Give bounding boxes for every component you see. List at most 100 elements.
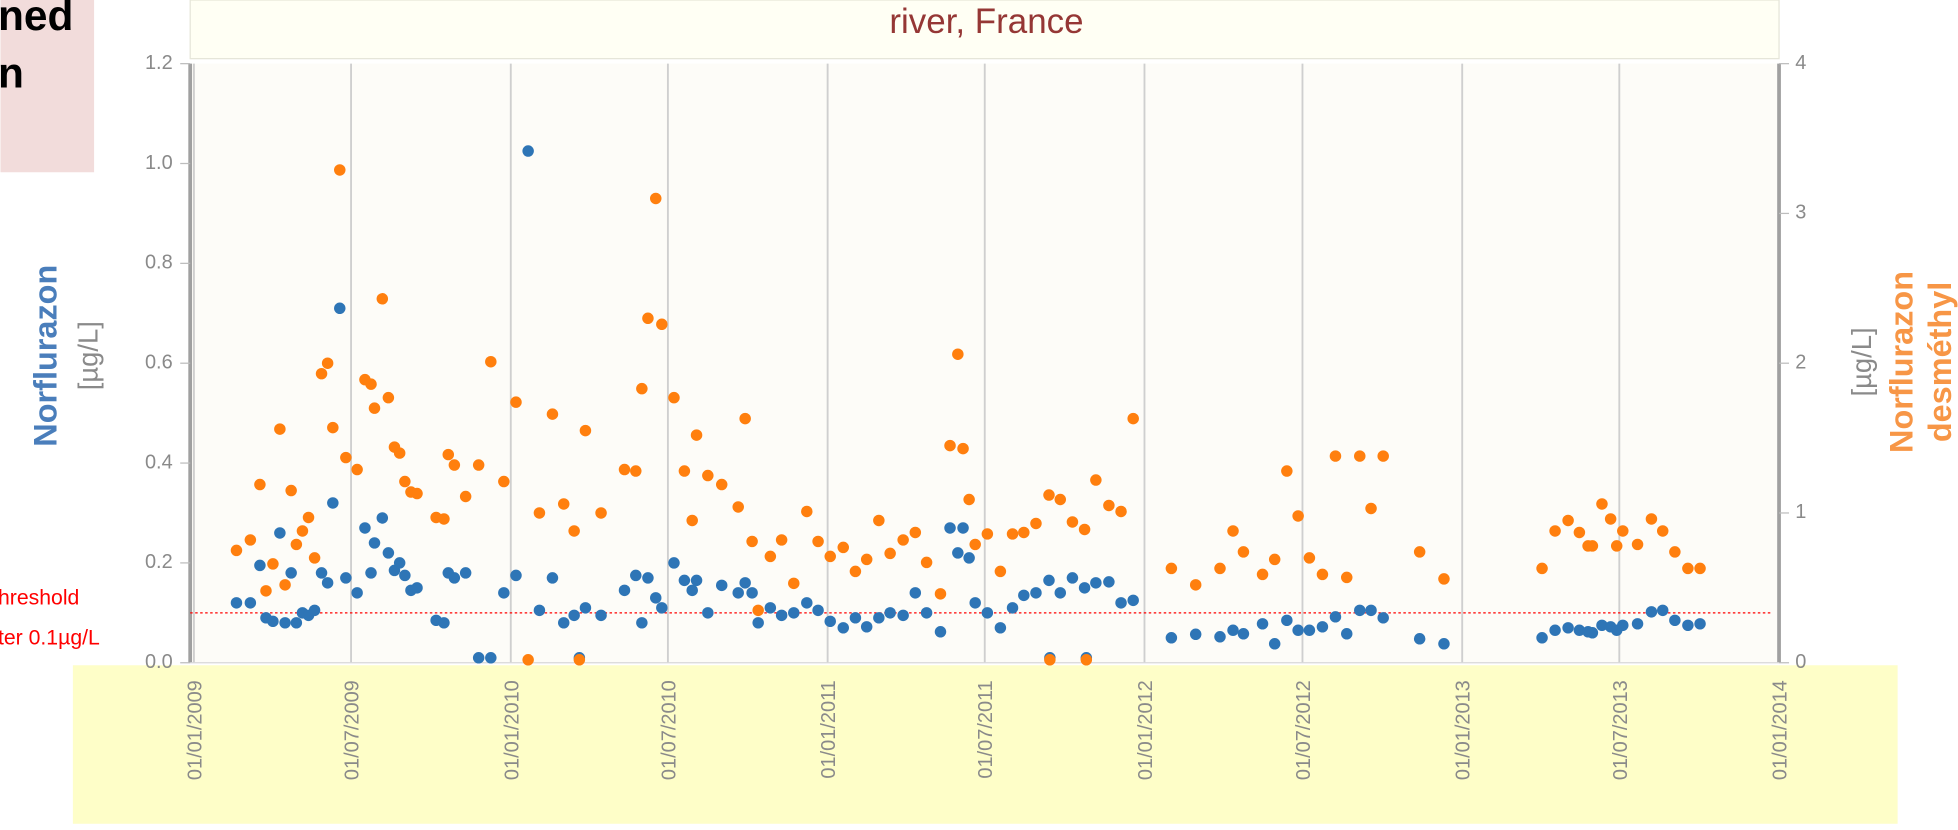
data-point bbox=[595, 507, 607, 519]
data-point bbox=[327, 497, 339, 509]
data-point bbox=[715, 478, 728, 491]
data-point bbox=[1682, 562, 1694, 575]
data-point bbox=[1586, 540, 1599, 552]
data-point bbox=[1329, 450, 1342, 462]
data-point bbox=[285, 567, 297, 579]
data-point bbox=[801, 505, 813, 518]
data-point bbox=[1694, 618, 1706, 630]
data-point bbox=[934, 588, 947, 600]
chart-title: river, France bbox=[889, 2, 1083, 41]
data-point bbox=[1329, 611, 1342, 623]
data-point bbox=[849, 612, 862, 624]
data-point bbox=[1006, 602, 1019, 614]
data-point bbox=[1316, 621, 1329, 633]
data-point bbox=[351, 463, 363, 476]
data-point bbox=[1645, 606, 1658, 618]
data-point bbox=[775, 609, 788, 622]
data-point bbox=[1413, 633, 1426, 645]
data-point bbox=[812, 535, 824, 548]
panel-line: ned bbox=[0, 0, 73, 39]
data-point bbox=[909, 526, 922, 539]
x-tick-label: 01/01/2013 bbox=[1453, 680, 1475, 780]
title-box bbox=[189, 0, 1780, 60]
y2-axis-label: desméthyl bbox=[1922, 282, 1958, 442]
x-tick-label: 01/07/2009 bbox=[342, 680, 364, 780]
data-point bbox=[739, 412, 751, 425]
data-point bbox=[1669, 546, 1681, 558]
data-point bbox=[1645, 513, 1658, 525]
data-point bbox=[920, 607, 933, 619]
y-tick-label: 1.2 bbox=[145, 52, 173, 74]
data-point bbox=[595, 609, 607, 622]
data-point bbox=[715, 579, 728, 592]
data-point bbox=[365, 378, 377, 390]
data-point bbox=[1237, 546, 1250, 558]
data-point bbox=[1066, 572, 1079, 584]
data-point bbox=[568, 525, 580, 537]
data-point bbox=[1103, 576, 1115, 588]
y2-tick-label: 1 bbox=[1795, 501, 1806, 523]
data-point bbox=[315, 367, 328, 380]
data-point bbox=[279, 617, 291, 629]
data-point bbox=[399, 569, 411, 582]
data-point bbox=[678, 574, 691, 587]
data-point bbox=[1292, 510, 1304, 522]
data-point bbox=[957, 522, 969, 534]
data-point bbox=[884, 607, 896, 619]
data-point bbox=[274, 423, 286, 435]
data-point bbox=[994, 565, 1007, 578]
data-point bbox=[568, 609, 580, 622]
data-point bbox=[1237, 628, 1250, 640]
data-point bbox=[642, 312, 654, 325]
data-point bbox=[656, 602, 668, 614]
data-point bbox=[690, 429, 703, 441]
data-point bbox=[944, 522, 956, 534]
data-point bbox=[308, 552, 321, 564]
data-point bbox=[824, 615, 836, 628]
data-point bbox=[630, 569, 642, 582]
data-point bbox=[788, 577, 800, 590]
data-point bbox=[1115, 597, 1127, 609]
x-tick-label: 01/07/2013 bbox=[1610, 680, 1632, 780]
data-point bbox=[522, 145, 534, 157]
data-point bbox=[546, 572, 559, 584]
data-point bbox=[1281, 465, 1293, 477]
data-point bbox=[642, 572, 654, 584]
data-point bbox=[1596, 619, 1608, 632]
data-point bbox=[485, 652, 497, 664]
data-point bbox=[267, 558, 279, 570]
data-point bbox=[1127, 594, 1139, 607]
data-point bbox=[957, 442, 969, 455]
data-point bbox=[368, 537, 381, 549]
data-point bbox=[1227, 525, 1239, 537]
data-point bbox=[1281, 614, 1293, 627]
data-point bbox=[230, 544, 243, 557]
data-point bbox=[351, 587, 363, 599]
data-point bbox=[668, 557, 680, 569]
data-point bbox=[1617, 525, 1629, 537]
data-point bbox=[686, 584, 698, 597]
y-tick-label: 0.0 bbox=[145, 651, 173, 673]
data-point bbox=[860, 621, 873, 633]
data-point bbox=[321, 357, 334, 369]
data-point bbox=[920, 556, 933, 569]
data-point bbox=[1610, 540, 1623, 552]
y2-tick-label: 4 bbox=[1795, 52, 1806, 74]
data-point bbox=[1043, 489, 1055, 501]
data-point bbox=[1214, 562, 1226, 575]
data-point bbox=[1341, 571, 1353, 584]
x-tick-label: 01/07/2010 bbox=[658, 680, 680, 780]
marks: 01/01/2009 01/07/2009 01/01/2010 01/07/2010… bbox=[0, 52, 1806, 780]
data-point bbox=[254, 559, 266, 572]
data-point bbox=[254, 478, 266, 491]
data-point bbox=[636, 617, 648, 629]
data-point bbox=[1682, 619, 1694, 632]
data-point bbox=[746, 587, 758, 599]
data-point bbox=[411, 487, 423, 500]
data-point bbox=[557, 617, 570, 629]
data-point bbox=[1316, 568, 1329, 581]
data-point bbox=[764, 550, 777, 563]
y-axis-unit: [µg/L] bbox=[73, 321, 104, 390]
